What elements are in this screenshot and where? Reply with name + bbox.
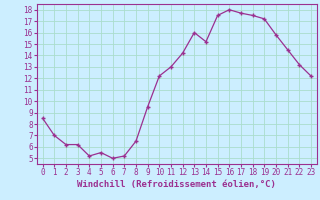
X-axis label: Windchill (Refroidissement éolien,°C): Windchill (Refroidissement éolien,°C) bbox=[77, 180, 276, 189]
